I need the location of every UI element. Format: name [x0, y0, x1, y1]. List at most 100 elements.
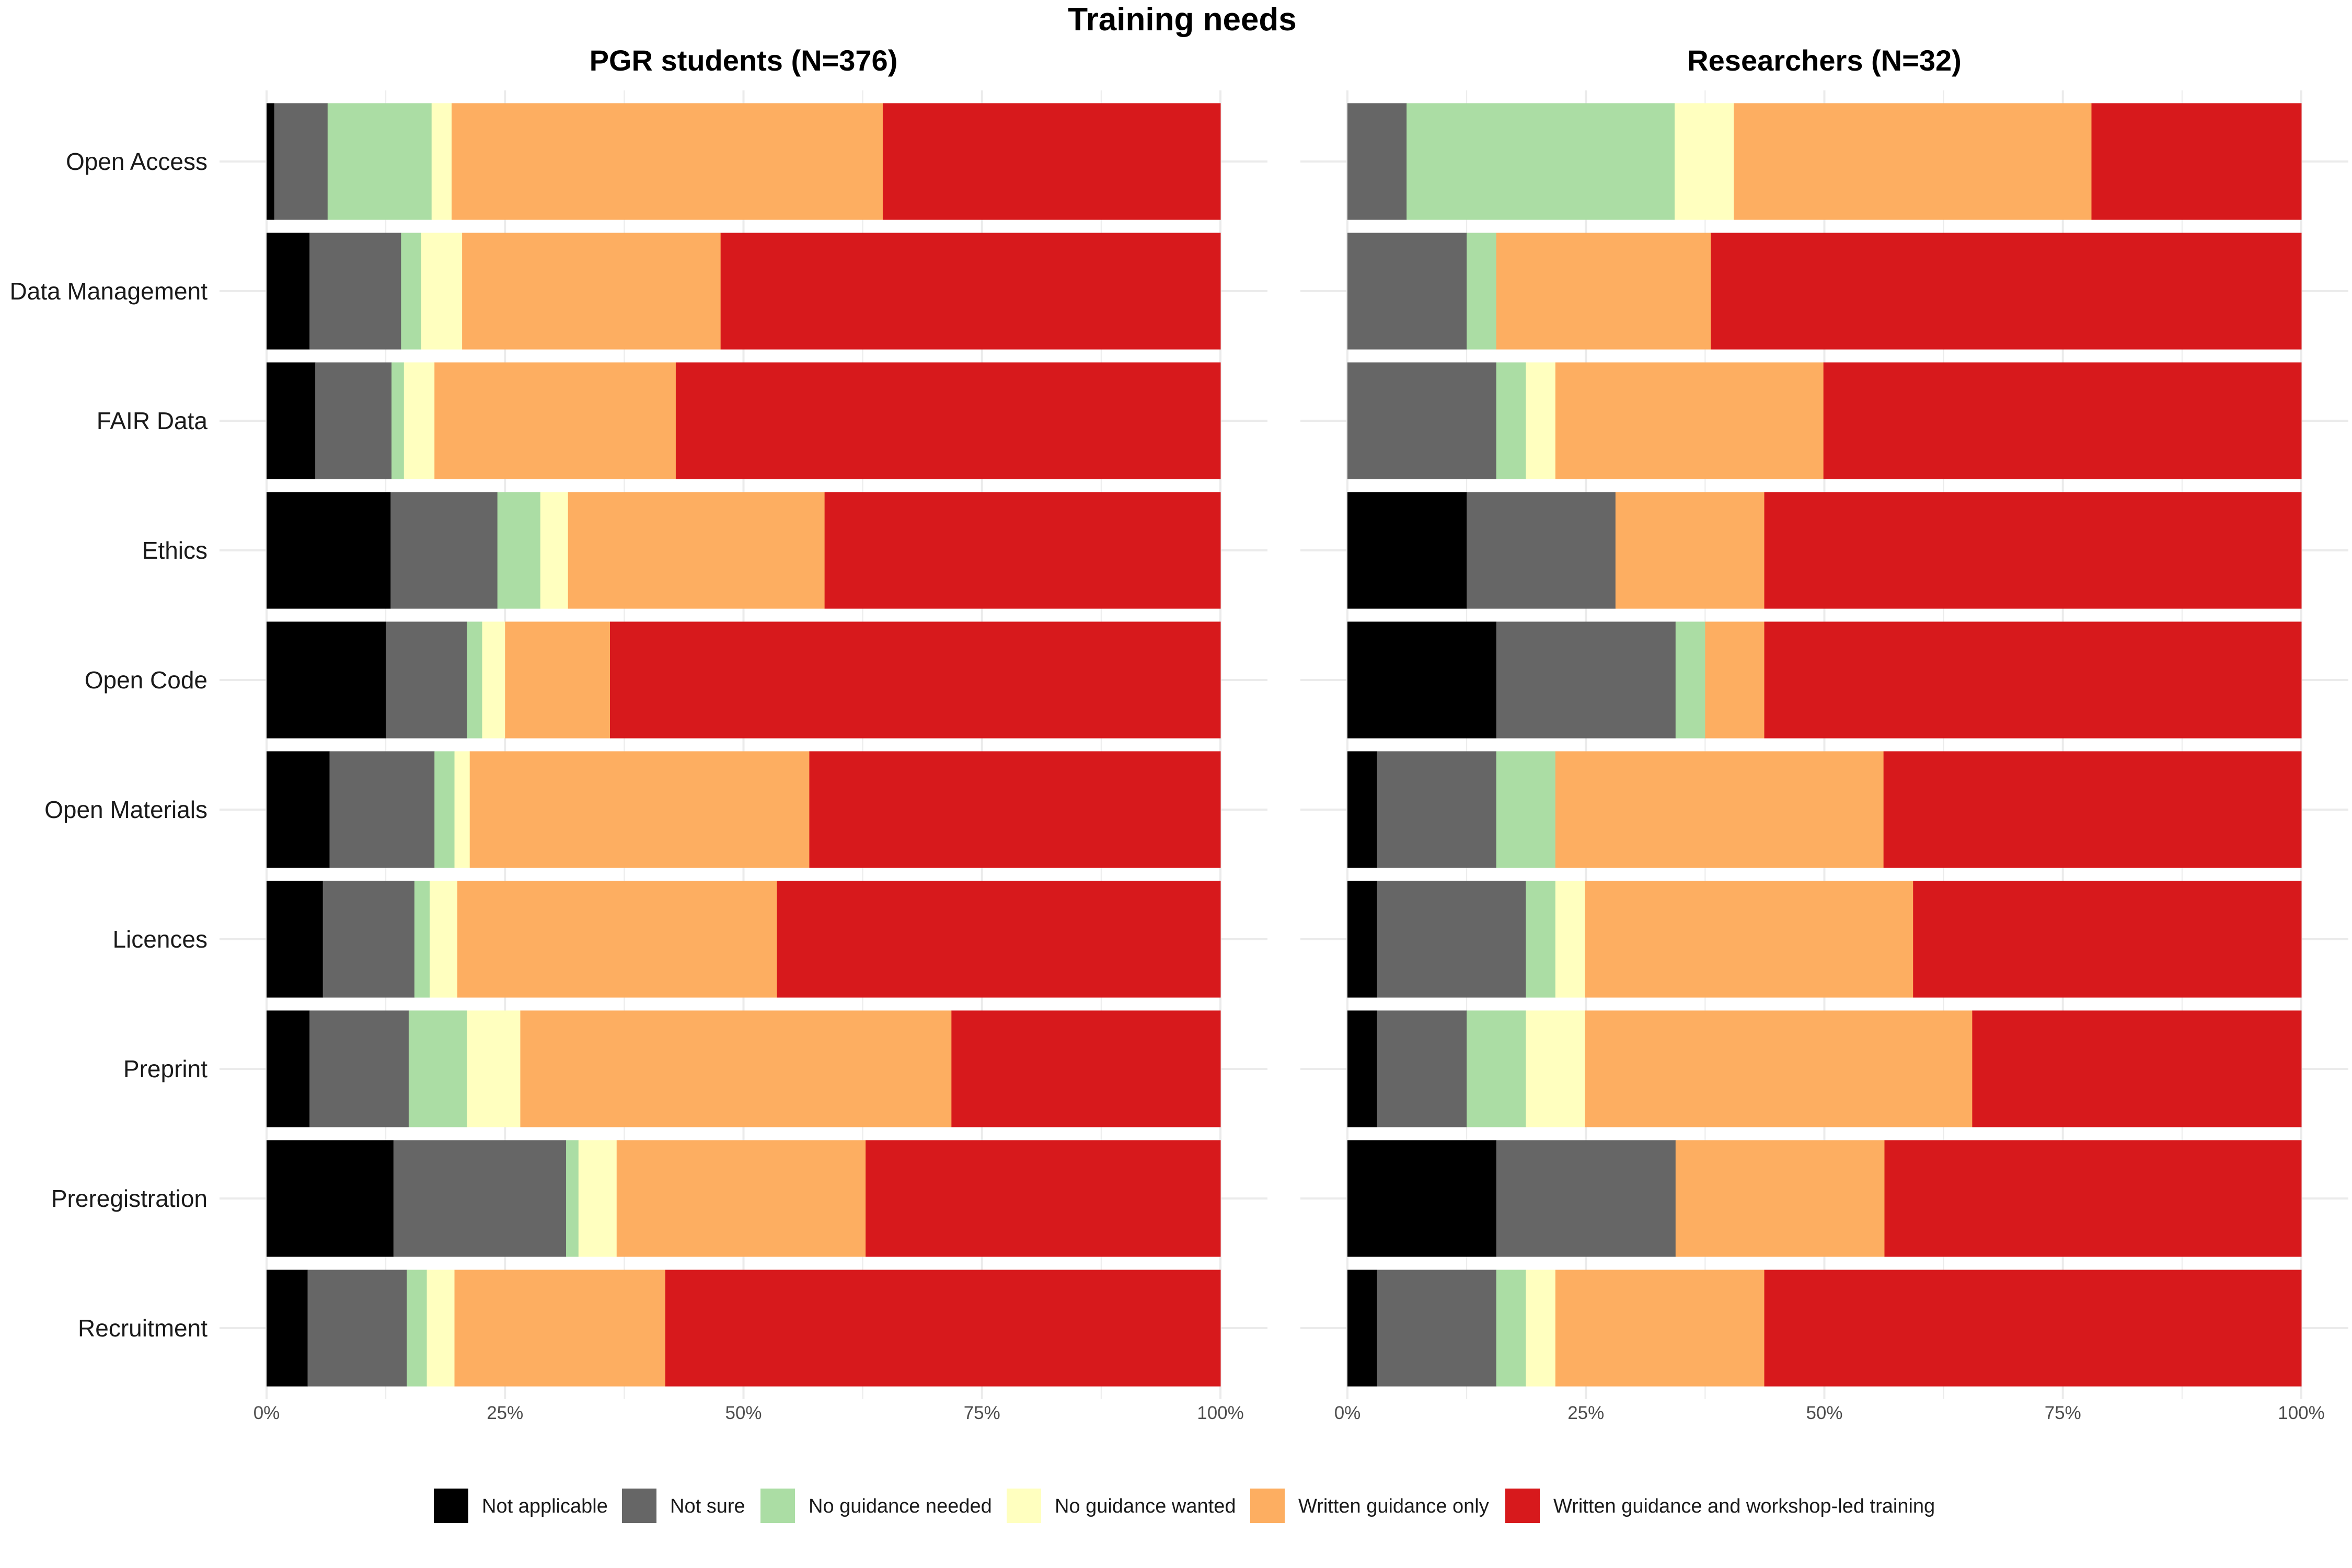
bar-segment [407, 1270, 428, 1387]
bar-segment [1496, 751, 1556, 868]
category-label: FAIR Data [97, 407, 208, 434]
legend-item: Not applicable [434, 1489, 608, 1523]
bar-segment [482, 621, 505, 739]
bar-segment [430, 881, 458, 998]
bar-segment [267, 492, 391, 609]
bar-segment [566, 1140, 579, 1257]
bar-segment [1972, 1010, 2302, 1127]
bar-segment [434, 362, 676, 479]
legend-swatch [622, 1489, 656, 1523]
x-tick-label: 50% [1806, 1403, 1842, 1423]
bar-segment [421, 233, 463, 350]
bar-segment [1347, 1010, 1378, 1127]
legend-label: Not applicable [482, 1495, 608, 1517]
bar-segment [329, 751, 435, 868]
chart-title: Training needs [1068, 2, 1297, 38]
bar-segment [1764, 1270, 2302, 1387]
bar-segment [401, 233, 422, 350]
bar-segment [1711, 233, 2302, 350]
bar-segment [1496, 621, 1676, 739]
bar-segment [1377, 751, 1497, 868]
bar-segment [309, 233, 401, 350]
bar-segment [386, 621, 467, 739]
bar-segment [675, 362, 1221, 479]
bar-segment [720, 233, 1221, 350]
x-tick-label: 25% [487, 1403, 523, 1423]
bar-segment [1674, 103, 1734, 220]
bar-segment [469, 751, 810, 868]
bar-segment [568, 492, 825, 609]
bar-segment [824, 492, 1221, 609]
bar-segment [1347, 881, 1378, 998]
bar-segment [454, 751, 470, 868]
bar-segment [267, 1010, 310, 1127]
legend-item: No guidance wanted [1007, 1489, 1236, 1523]
bar-segment [309, 1010, 409, 1127]
x-tick-label: 0% [253, 1403, 280, 1423]
category-label: Data Management [10, 278, 208, 305]
bar-segment [1823, 362, 2302, 479]
legend-item: Not sure [622, 1489, 745, 1523]
bar-segment [1496, 1140, 1676, 1257]
category-label: Licences [112, 926, 207, 953]
bar-segment [2091, 103, 2302, 220]
bar-segment [1406, 103, 1675, 220]
bar-segment [267, 881, 324, 998]
legend-item: Written guidance only [1250, 1489, 1489, 1523]
bar-segment [951, 1010, 1221, 1127]
bar-segment [267, 751, 330, 868]
bar-segment [1467, 492, 1616, 609]
bar-segment [454, 1270, 666, 1387]
x-tick-label: 100% [1197, 1403, 1244, 1423]
bar-segment [1526, 881, 1556, 998]
legend-swatch [434, 1489, 468, 1523]
category-label: Open Access [66, 148, 207, 175]
bar-segment [1615, 492, 1765, 609]
bar-segment [809, 751, 1221, 868]
legend-swatch [1505, 1489, 1540, 1523]
bar-segment [1883, 751, 2302, 868]
legend-label: No guidance needed [809, 1495, 992, 1517]
bar-segment [1347, 1270, 1378, 1387]
legend-label: No guidance wanted [1055, 1495, 1236, 1517]
bar-segment [452, 103, 883, 220]
bar-segment [457, 881, 777, 998]
bar-segment [462, 233, 721, 350]
bar-segment [520, 1010, 952, 1127]
x-tick-label: 25% [1567, 1403, 1604, 1423]
bar-segment [1555, 362, 1824, 479]
x-tick-label: 100% [2278, 1403, 2325, 1423]
category-label: Ethics [142, 537, 207, 564]
legend-item: Written guidance and workshop-led traini… [1505, 1489, 1935, 1523]
bar-segment [1764, 621, 2302, 739]
bar-segment [866, 1140, 1221, 1257]
legend-swatch [760, 1489, 795, 1523]
bar-segment [1347, 492, 1467, 609]
bar-segment [1555, 881, 1585, 998]
bar-segment [327, 103, 432, 220]
panel-title: PGR students (N=376) [590, 44, 898, 77]
category-label: Open Code [85, 666, 207, 694]
bar-segment [1496, 362, 1526, 479]
x-tick-label: 50% [725, 1403, 762, 1423]
bar-segment [426, 1270, 455, 1387]
bar-segment [391, 362, 405, 479]
legend-swatch [1007, 1489, 1041, 1523]
bar-segment [267, 362, 316, 479]
bar-segment [1347, 362, 1497, 479]
bar-segment [307, 1270, 407, 1387]
bar-segment [1467, 1010, 1526, 1127]
bar-segment [414, 881, 430, 998]
bar-segment [267, 233, 310, 350]
legend-label: Written guidance only [1298, 1495, 1489, 1517]
bar-segment [274, 103, 328, 220]
bar-segment [267, 621, 386, 739]
bar-segment [1377, 1010, 1467, 1127]
bar-segment [267, 103, 275, 220]
bar-segment [1347, 233, 1467, 350]
bar-segment [1705, 621, 1765, 739]
bar-segment [1764, 492, 2302, 609]
x-tick-label: 75% [964, 1403, 1000, 1423]
category-label: Open Materials [44, 796, 207, 823]
